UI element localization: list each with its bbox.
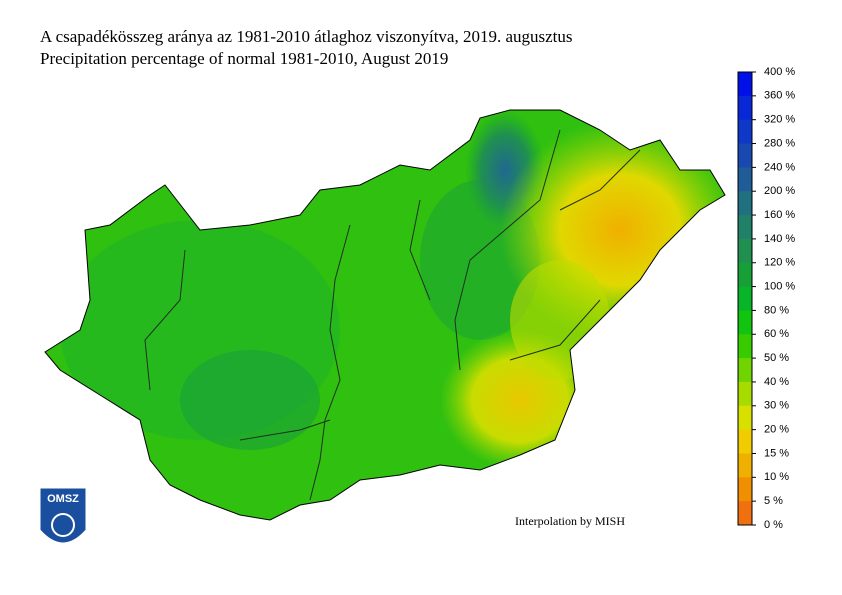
county-borders — [144, 129, 641, 501]
legend-label: 10 % — [764, 471, 789, 483]
legend-swatch — [738, 143, 752, 168]
legend-swatch — [738, 72, 752, 97]
legend-label: 200 % — [764, 185, 795, 197]
legend-swatch — [738, 358, 752, 383]
legend: 400 % 360 % 320 % 280 % 240 % 200 % 160 % 140 %… — [737, 66, 795, 531]
legend-swatch — [738, 215, 752, 240]
legend-label: 5 % — [764, 495, 783, 507]
legend-label: 0 % — [764, 519, 783, 531]
legend-label: 15 % — [764, 447, 789, 459]
legend-swatch — [738, 167, 752, 192]
legend-swatch — [738, 429, 752, 454]
legend-swatch — [738, 310, 752, 335]
legend-swatch — [738, 453, 752, 478]
legend-label: 240 % — [764, 161, 795, 173]
legend-swatch — [738, 286, 752, 311]
legend-frame — [737, 71, 753, 526]
legend-label: 40 % — [764, 376, 789, 388]
subtitle: Precipitation percentage of normal 1981-… — [40, 49, 448, 68]
title: A csapadékösszeg aránya az 1981-2010 átl… — [40, 27, 573, 46]
legend-swatch — [738, 334, 752, 359]
legend-label: 140 % — [764, 233, 795, 245]
legend-label: 60 % — [764, 328, 789, 340]
legend-label: 400 % — [764, 66, 795, 78]
country-border — [44, 109, 726, 521]
credit: Interpolation by MISH — [515, 514, 625, 528]
legend-swatch — [738, 262, 752, 288]
legend-swatch — [738, 119, 752, 145]
legend-swatch — [738, 238, 752, 264]
legend-label: 50 % — [764, 352, 789, 364]
legend-label: 120 % — [764, 257, 795, 269]
legend-label: 80 % — [764, 304, 789, 316]
legend-label: 360 % — [764, 90, 795, 102]
precipitation-map — [45, 110, 725, 520]
legend-label: 30 % — [764, 400, 789, 412]
legend-swatch — [738, 381, 752, 407]
legend-swatch — [738, 501, 752, 526]
legend-label: 20 % — [764, 424, 789, 436]
logo-text: OMSZ — [47, 493, 79, 505]
legend-swatch — [738, 477, 752, 502]
legend-swatch — [738, 95, 752, 121]
legend-label: 280 % — [764, 137, 795, 149]
legend-label: 100 % — [764, 280, 795, 292]
legend-swatch — [738, 405, 752, 431]
legend-label: 320 % — [764, 114, 795, 126]
legend-label: 160 % — [764, 209, 795, 221]
legend-swatch — [738, 191, 752, 216]
logo: OMSZ — [39, 487, 87, 544]
